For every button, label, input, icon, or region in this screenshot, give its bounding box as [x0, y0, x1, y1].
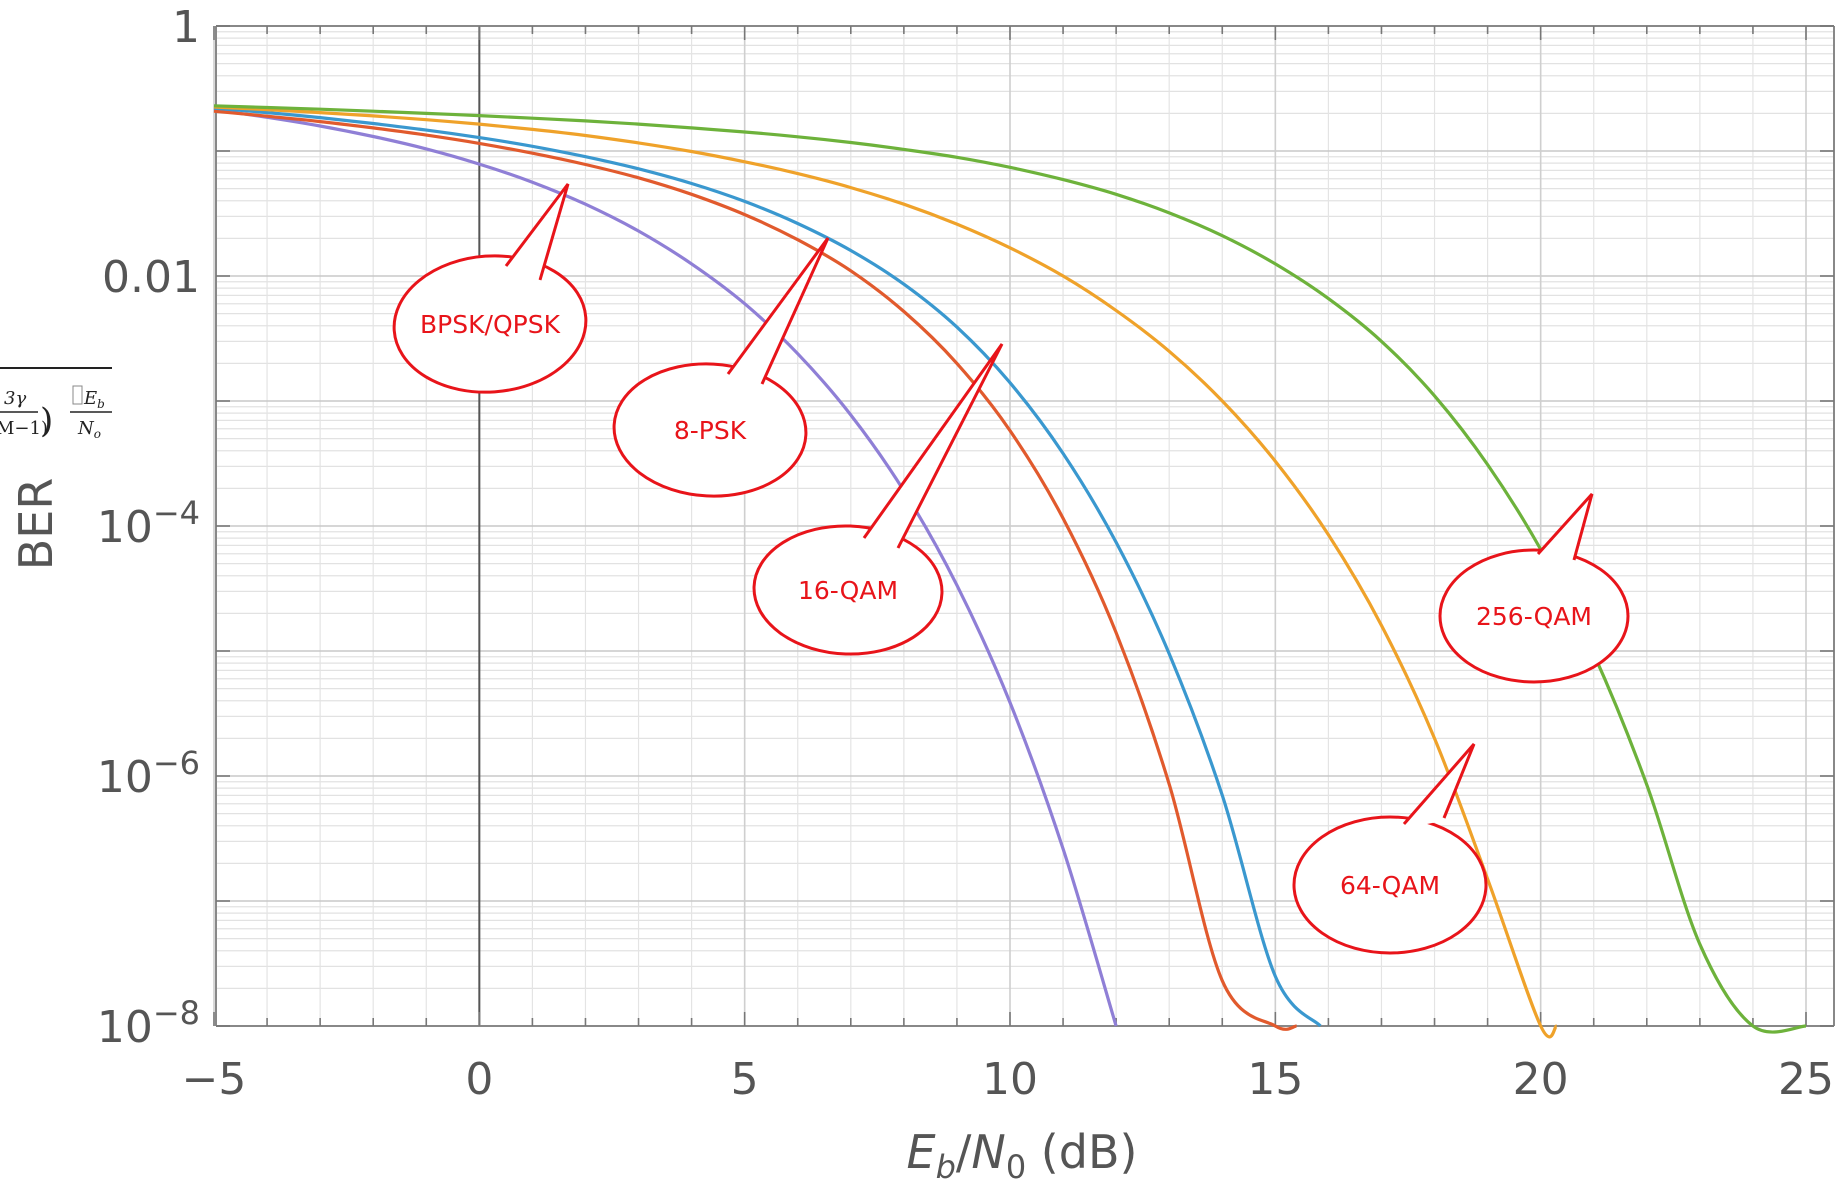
- series-lines: [213, 104, 1807, 1039]
- series-line-8-psk: [213, 109, 1297, 1031]
- x-tick-label: 20: [1513, 1054, 1569, 1105]
- callout-8-psk: 8-PSK: [612, 237, 830, 498]
- callout-bpsk-qpsk: BPSK/QPSK: [392, 183, 588, 394]
- callout-label: 64-QAM: [1340, 871, 1440, 900]
- formula-eb: Eb: [83, 388, 105, 411]
- x-tick-labels: −5 0 5 10 15 20 25: [182, 1054, 1834, 1105]
- series-line-bpsk-qpsk: [213, 108, 1118, 1027]
- callout-label: 256-QAM: [1476, 602, 1592, 631]
- y-tick-label: 10−4: [97, 494, 200, 553]
- x-tick-label: 25: [1778, 1054, 1834, 1105]
- major-gridlines: [213, 25, 1834, 1027]
- callout-bubble: [1438, 548, 1630, 684]
- callout-label: 8-PSK: [674, 416, 747, 445]
- x-tick-label: 10: [982, 1054, 1038, 1105]
- x-axis-title: Eb/N0 (dB): [907, 1125, 1138, 1186]
- callout-bubble: [1292, 815, 1488, 955]
- formula-denominator: M−1): [0, 418, 48, 439]
- callout-pointer: [1536, 492, 1594, 561]
- callout-bubble: [392, 254, 588, 394]
- callout-pointer: [726, 237, 830, 385]
- series-line-16-qam: [213, 106, 1322, 1028]
- callout-64-qam: 64-QAM: [1292, 743, 1488, 955]
- x-tick-label: −5: [182, 1054, 247, 1105]
- x-axis-title-n: N: [971, 1125, 1005, 1179]
- callout-pointer-mask: [865, 538, 897, 551]
- y-axis-title: BER: [9, 478, 63, 571]
- x-tick-label: 5: [731, 1054, 759, 1105]
- formula-placeholder-box: [72, 385, 83, 405]
- callout-bubble: [612, 362, 808, 498]
- callout-label: BPSK/QPSK: [420, 310, 561, 339]
- y-tick-label: 0.01: [102, 252, 200, 303]
- series-line-64-qam: [213, 105, 1559, 1039]
- formula-no: No: [77, 418, 101, 441]
- callout-pointer-mask: [507, 266, 539, 283]
- callout-pointer-mask: [1405, 817, 1443, 828]
- callout-pointer: [504, 183, 570, 281]
- callout-pointer: [1402, 743, 1476, 825]
- x-tick-label: 0: [465, 1054, 493, 1105]
- x-axis-title-zero: 0: [1006, 1148, 1026, 1186]
- callout-pointer-mask: [729, 374, 761, 387]
- callout-pointer: [862, 343, 1004, 549]
- formula-fragment: 3γ M−1) ) Eb No: [0, 367, 112, 441]
- y-tick-label: 10−8: [97, 994, 200, 1053]
- y-tick-label: 10−6: [97, 744, 200, 803]
- callout-label: 16-QAM: [798, 576, 898, 605]
- callout-bubble: [752, 524, 944, 656]
- x-axis-title-e: E: [907, 1125, 936, 1179]
- callout-pointer-mask: [1539, 554, 1573, 563]
- formula-numerator: 3γ: [4, 388, 26, 409]
- y-tick-label: 1: [172, 2, 200, 53]
- formula-paren: ): [40, 401, 53, 441]
- x-axis-title-slash: /: [956, 1125, 972, 1179]
- x-tick-label: 15: [1247, 1054, 1303, 1105]
- x-axis-title-b: b: [936, 1148, 956, 1186]
- y-tick-labels: 1 0.01 10−4 10−6 10−8: [97, 2, 200, 1053]
- callout-256-qam: 256-QAM: [1438, 492, 1630, 684]
- x-axis-title-unit: (dB): [1026, 1125, 1137, 1179]
- callout-16-qam: 16-QAM: [752, 343, 1004, 656]
- callouts: BPSK/QPSK 8-PSK 16-QAM 64-QAM 256-QAM: [392, 183, 1630, 955]
